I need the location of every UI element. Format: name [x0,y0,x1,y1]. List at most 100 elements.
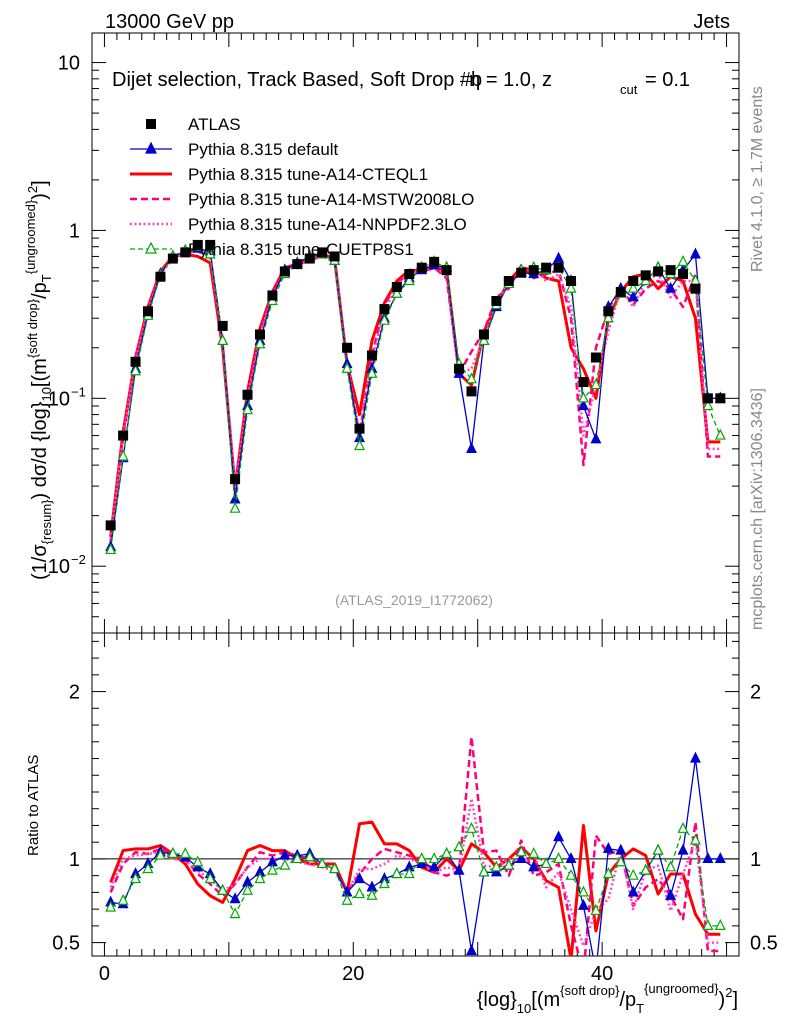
ratio-point-pythia-8-315-default [714,852,726,864]
series-point-atlas [292,259,303,270]
header-category: Jets [693,11,730,33]
series-point-atlas [429,256,440,267]
series-point-atlas [180,247,191,258]
series-point-pythia-8-315-default [689,247,701,259]
ratio-point-pythia-8-315-tune-cuetp8s1 [553,852,565,864]
series-point-pythia-8-315-tune-cuetp8s1 [229,501,241,513]
x-tick-label: 20 [342,963,364,985]
ratio-point-pythia-8-315-tune-cuetp8s1 [316,857,328,869]
ratio-point-pythia-8-315-tune-cuetp8s1 [266,863,278,875]
series-point-atlas [478,329,489,340]
rivet-label: Rivet 4.1.0, ≥ 1.7M events [749,86,766,272]
xlabel-p6: {ungroomed} [644,981,719,996]
series-point-atlas [155,271,166,282]
ratio-point-pythia-8-315-default [428,860,440,872]
series-point-atlas [454,363,465,374]
series-point-atlas [615,286,626,297]
series-point-atlas [441,265,452,276]
ratio-tick-label-left: 0.5 [52,933,80,955]
ratio-tick-label-right: 0.5 [750,933,778,955]
series-point-pythia-8-315-tune-cuetp8s1 [677,255,689,266]
ratio-point-pythia-8-315-tune-cuetp8s1 [503,858,515,870]
series-point-atlas [566,275,577,286]
series-point-atlas [217,320,228,331]
ratio-point-pythia-8-315-tune-cuetp8s1 [528,847,540,859]
ratio-point-pythia-8-315-tune-cuetp8s1 [204,872,216,884]
series-point-atlas [678,269,689,280]
y-axis-label: (1/σ{resum}) dσ/d {log}10[(m{soft drop}/… [23,180,54,580]
ratio-point-pythia-8-315-tune-cuetp8s1 [627,868,639,880]
legend-label-pythia-8-315-tune-a14-mstw2008lo: Pythia 8.315 tune-A14-MSTW2008LO [188,190,474,209]
series-point-atlas [503,275,514,286]
series-point-pythia-8-315-tune-cuetp8s1 [254,337,266,349]
ratio-point-pythia-8-315-tune-cuetp8s1 [466,821,477,833]
series-point-atlas [366,350,377,361]
ratio-line-pythia-8-315-tune-a14-nnpdf2-3lo [109,797,721,948]
series-point-pythia-8-315-tune-cuetp8s1 [702,399,714,411]
series-point-atlas [142,306,153,317]
ratio-point-pythia-8-315-tune-cuetp8s1 [677,821,689,833]
ratio-point-pythia-8-315-tune-cuetp8s1 [515,845,527,857]
series-point-atlas [304,253,315,264]
series-point-pythia-8-315-tune-cuetp8s1 [242,403,253,415]
y-tick-label: 1 [69,220,80,242]
chart-title: Dijet selection, Track Based, Soft Drop … [112,69,482,91]
ratio-point-pythia-8-315-tune-cuetp8s1 [615,855,627,867]
xlabel-p8: 2 [725,985,732,1000]
ratio-point-pythia-8-315-default [627,885,639,897]
series-point-pythia-8-315-tune-cuetp8s1 [130,364,142,376]
series-point-atlas [640,270,651,281]
series-point-atlas [205,239,216,250]
series-point-pythia-8-315-tune-cuetp8s1 [478,333,490,345]
ylabel-p9: ) [29,193,51,200]
xlabel-p3: {soft drop} [560,983,620,998]
chart-title-tail: = 0.1 [645,69,690,91]
chart-title-eta: η = 1.0, z [469,69,552,91]
series-point-pythia-8-315-tune-cuetp8s1 [354,439,365,451]
series-point-atlas [466,386,477,397]
series-point-atlas [541,262,552,273]
ratio-point-pythia-8-315-default [602,842,614,853]
ratio-point-pythia-8-315-tune-cuetp8s1 [640,863,652,875]
ratio-point-pythia-8-315-default [689,751,701,763]
y-tick-label: 10 [48,388,70,410]
ratio-point-pythia-8-315-tune-cuetp8s1 [142,862,154,874]
header-energy: 13000 GeV pp [105,11,234,33]
ratio-line-pythia-8-315-tune-a14-mstw2008lo [109,735,721,956]
series-point-pythia-8-315-tune-cuetp8s1 [341,361,353,373]
ratio-point-pythia-8-315-default [515,852,527,864]
y-tick-label: 10 [48,556,70,578]
series-point-atlas [267,290,278,301]
xlabel-p5: T [636,1001,644,1016]
ratio-point-pythia-8-315-tune-cuetp8s1 [192,855,204,867]
series-point-atlas [603,306,614,317]
legend-label-atlas: ATLAS [188,115,241,134]
series-point-pythia-8-315-default [627,290,639,302]
series-point-pythia-8-315-tune-cuetp8s1 [105,543,117,555]
series-point-atlas [653,266,664,277]
ratio-point-pythia-8-315-tune-cuetp8s1 [714,919,726,930]
series-point-atlas [491,295,502,306]
ratio-point-pythia-8-315-tune-cuetp8s1 [229,907,241,919]
legend-label-pythia-8-315-default: Pythia 8.315 default [188,140,339,159]
ratio-point-pythia-8-315-default [702,852,714,864]
ylabel-p8: {ungroomed} [23,199,38,274]
legend-marker-pythia-8-315-tune-cuetp8s1 [145,241,157,254]
xlabel-p0: {log} [477,989,517,1011]
y-tick-label-exponent: −2 [71,552,86,567]
series-point-pythia-8-315-tune-cuetp8s1 [391,286,403,298]
series-point-atlas [715,393,726,404]
ratio-point-pythia-8-315-tune-cuetp8s1 [117,893,129,905]
ylabel-p2: ) dσ/d {log} [29,401,51,499]
ratio-point-pythia-8-315-tune-cuetp8s1 [179,847,191,859]
series-point-atlas [354,423,365,434]
series-point-atlas [590,352,601,363]
main-data-layer [105,239,726,555]
ratio-point-pythia-8-315-tune-cuetp8s1 [291,852,303,864]
ratio-point-pythia-8-315-tune-cuetp8s1 [602,867,614,879]
ratio-point-pythia-8-315-default [677,843,689,855]
series-point-pythia-8-315-tune-cuetp8s1 [403,274,415,286]
ratio-point-pythia-8-315-default [528,860,540,872]
ratio-point-pythia-8-315-tune-cuetp8s1 [441,847,453,859]
